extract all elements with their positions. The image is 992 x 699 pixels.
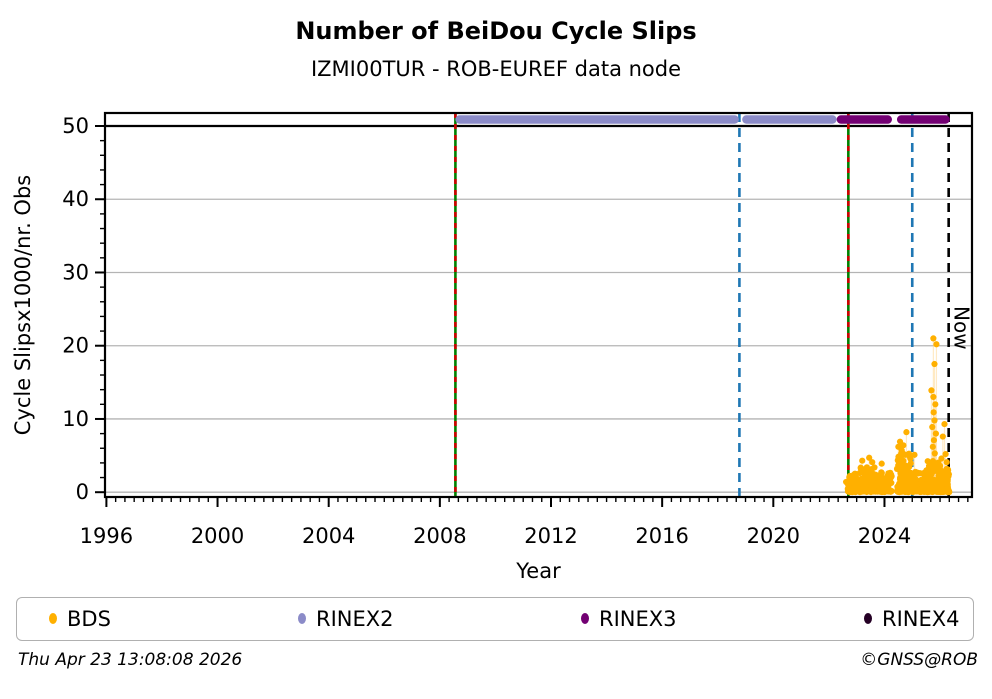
- x-axis-label: Year: [515, 559, 561, 583]
- legend-label-bds: BDS: [67, 606, 111, 631]
- svg-text:40: 40: [62, 187, 89, 211]
- chart-subtitle: IZMI00TUR - ROB-EUREF data node: [310, 57, 682, 81]
- event-vlines: Now: [454, 113, 974, 497]
- chart-title: Number of BeiDou Cycle Slips: [295, 17, 697, 45]
- svg-text:2020: 2020: [747, 524, 800, 548]
- legend-item-rinex3: RINEX3: [581, 598, 677, 639]
- now-label: Now: [950, 306, 974, 350]
- beidou-cycle-slips-chart: Now 1996 2000 2004 2008 2012 2016 2020 2024 0 10 20…: [11, 111, 974, 583]
- copyright-credit: ©GNSS@ROB: [860, 650, 978, 670]
- svg-text:2004: 2004: [302, 524, 355, 548]
- axis-tick-labels: 1996 2000 2004 2008 2012 2016 2020 2024 0 10 20 30 4…: [62, 114, 911, 548]
- bds-marker-icon: [49, 613, 57, 624]
- svg-text:10: 10: [62, 407, 89, 431]
- legend-label-rinex3: RINEX3: [599, 606, 677, 631]
- svg-text:2008: 2008: [413, 524, 466, 548]
- plot-border: [103, 111, 974, 499]
- gridlines: [105, 198, 972, 493]
- axis-ticks: [95, 125, 969, 507]
- svg-text:2016: 2016: [635, 524, 688, 548]
- legend-item-bds: BDS: [49, 598, 111, 639]
- legend-label-rinex4: RINEX4: [882, 606, 960, 631]
- band-rinex3: [896, 115, 950, 124]
- rinex-availability-bands: [455, 115, 950, 124]
- svg-text:30: 30: [62, 260, 89, 284]
- plot-timestamp: Thu Apr 23 13:08:08 2026: [18, 650, 243, 670]
- scatter-bds: [843, 335, 953, 496]
- legend-label-rinex2: RINEX2: [316, 606, 394, 631]
- svg-text:2012: 2012: [524, 524, 577, 548]
- svg-text:2024: 2024: [858, 524, 911, 548]
- y-axis-label: Cycle Slipsx1000/nr. Obs: [11, 175, 35, 435]
- rinex2-marker-icon: [298, 613, 306, 624]
- band-rinex2: [455, 115, 739, 124]
- svg-text:20: 20: [62, 334, 89, 358]
- svg-text:1996: 1996: [80, 524, 133, 548]
- legend: BDS RINEX2 RINEX3 RINEX4: [16, 597, 974, 641]
- rinex3-marker-icon: [581, 613, 589, 624]
- svg-text:0: 0: [76, 480, 89, 504]
- legend-item-rinex4: RINEX4: [864, 598, 960, 639]
- svg-text:2000: 2000: [191, 524, 244, 548]
- rinex4-marker-icon: [864, 613, 872, 624]
- band-rinex3: [836, 115, 892, 124]
- svg-text:50: 50: [62, 114, 89, 138]
- band-rinex2: [742, 115, 837, 124]
- legend-item-rinex2: RINEX2: [298, 598, 394, 639]
